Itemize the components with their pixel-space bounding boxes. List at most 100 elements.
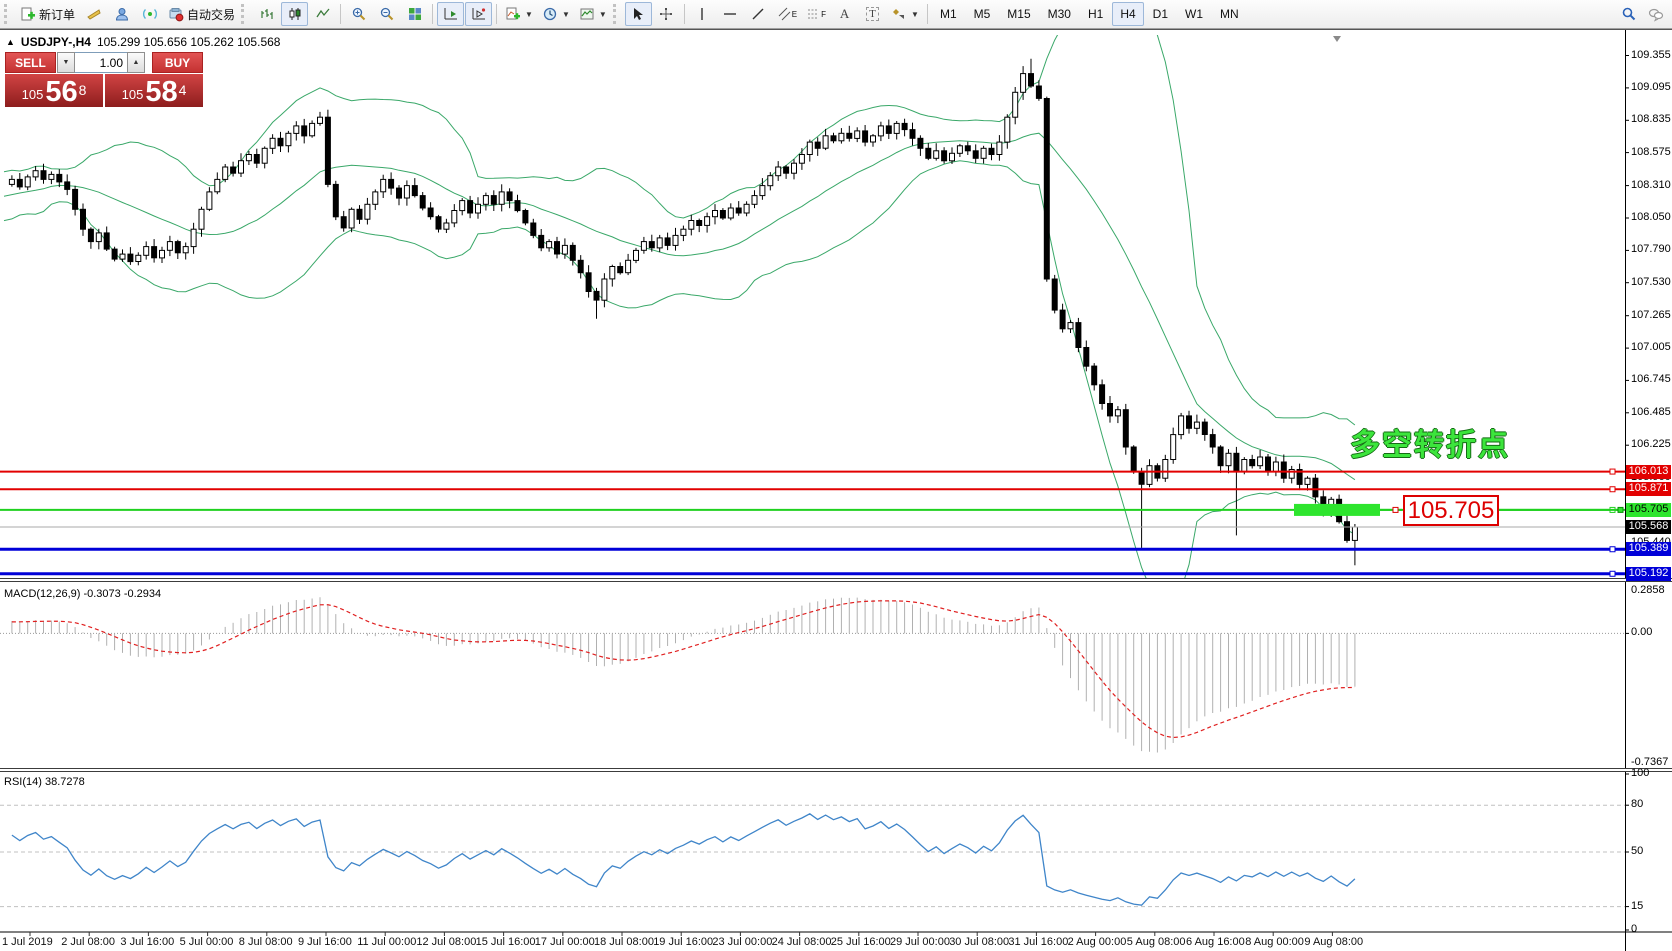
macd-scale-min: -0.7367 — [1631, 756, 1669, 768]
date-axis-label: 31 Jul 16:00 — [1008, 936, 1069, 948]
timeframe-m15-button[interactable]: M15 — [999, 2, 1038, 26]
editor-button[interactable] — [80, 2, 107, 26]
macd-scale-zero: 0.00 — [1631, 626, 1653, 639]
new-order-button[interactable]: 新订单 — [16, 2, 79, 26]
indicators-button[interactable]: ▼ — [501, 2, 537, 26]
text-button[interactable]: A — [831, 2, 858, 26]
zoom-in-button[interactable] — [345, 2, 372, 26]
horizontal-line-icon — [724, 13, 737, 15]
horizontal-line-button[interactable] — [717, 2, 744, 26]
zoom-in-icon — [352, 7, 365, 21]
sell-price-button[interactable]: 105 56 8 — [5, 74, 103, 107]
volume-increase-button[interactable]: ▲ — [127, 52, 145, 73]
price-tick-label: 106.485 — [1631, 405, 1671, 418]
timeframe-m30-button[interactable]: M30 — [1040, 2, 1079, 26]
chart-line-button[interactable] — [309, 2, 336, 26]
price-tick-label: 109.355 — [1631, 48, 1671, 61]
new-order-icon — [21, 7, 35, 21]
date-axis-label: 15 Jul 16:00 — [475, 936, 536, 948]
price-badge: 105.871 — [1626, 482, 1671, 497]
price-tick-label: 107.530 — [1631, 275, 1671, 288]
text-label-icon: T — [866, 7, 879, 21]
shapes-button[interactable]: ▼ — [887, 2, 923, 26]
sell-button[interactable]: SELL — [5, 52, 56, 73]
price-tick-label: 108.575 — [1631, 145, 1671, 158]
rsi-scale-label: 80 — [1631, 798, 1644, 811]
date-axis-label: 11 Jul 00:00 — [357, 936, 417, 948]
chart-shift-marker — [1333, 36, 1341, 42]
date-axis-label: 5 Aug 08:00 — [1126, 936, 1186, 948]
chart-shift-icon — [472, 8, 485, 20]
toolbar-grip[interactable] — [4, 4, 12, 24]
timeframe-m1-button[interactable]: M1 — [932, 2, 965, 26]
chart-shift-button[interactable] — [465, 2, 493, 26]
trendline-button[interactable] — [745, 2, 772, 26]
dropdown-caret-icon: ▼ — [598, 9, 607, 19]
autotrading-button[interactable]: 自动交易 — [164, 2, 239, 26]
sell-price-pips: 56 — [45, 76, 78, 108]
timeframe-m5-button[interactable]: M5 — [966, 2, 999, 26]
templates-icon — [580, 8, 594, 20]
rsi-indicator-label: RSI(14) 38.7278 — [4, 776, 85, 788]
autotrading-icon — [169, 8, 184, 22]
tile-windows-button[interactable] — [401, 2, 428, 26]
price-tick-label: 107.265 — [1631, 308, 1671, 321]
crosshair-button[interactable] — [653, 2, 680, 26]
rsi-scale-label: 0 — [1631, 923, 1638, 935]
signals-button[interactable] — [136, 2, 163, 26]
buy-button[interactable]: BUY — [152, 52, 203, 73]
date-axis-label: 2 Jul 08:00 — [61, 936, 116, 948]
text-label-button[interactable]: T — [859, 2, 886, 26]
turning-point-annotation[interactable]: 多空转折点 — [1350, 428, 1510, 462]
macd-panel-divider[interactable] — [0, 578, 1672, 582]
timeframe-h1-button[interactable]: H1 — [1080, 2, 1111, 26]
zoom-out-button[interactable] — [373, 2, 400, 26]
price-level-label[interactable]: 105.705 — [1403, 494, 1499, 526]
volume-decrease-button[interactable]: ▼ — [57, 52, 75, 73]
toolbar-grip[interactable] — [241, 4, 249, 24]
volume-input[interactable] — [75, 52, 127, 73]
price-badge: 105.568 — [1626, 519, 1671, 534]
price-badge: 105.389 — [1626, 542, 1671, 557]
date-axis-label: 9 Aug 08:00 — [1304, 936, 1364, 948]
timeframe-h4-button[interactable]: H4 — [1112, 2, 1144, 26]
auto-scroll-icon — [444, 8, 457, 20]
horizontal-lines — [0, 468, 1625, 577]
toolbar-grip[interactable] — [612, 4, 621, 24]
templates-button[interactable]: ▼ — [575, 2, 611, 26]
timeframe-w1-button[interactable]: W1 — [1177, 2, 1211, 26]
date-axis-label: 24 Jul 08:00 — [771, 936, 832, 948]
cursor-icon — [634, 8, 644, 20]
line-chart-icon — [315, 8, 330, 18]
rsi-line — [11, 813, 1356, 906]
price-tick-label: 107.005 — [1631, 341, 1671, 354]
auto-scroll-button[interactable] — [437, 2, 465, 26]
vertical-line-button[interactable] — [689, 2, 716, 26]
toolbar-separator — [340, 4, 342, 24]
fibonacci-button[interactable]: F — [802, 2, 830, 26]
collapse-one-click-icon[interactable]: ▲ — [6, 37, 15, 47]
rsi-panel-divider[interactable] — [0, 768, 1672, 772]
price-tick-label: 109.095 — [1631, 80, 1671, 93]
date-axis-label: 12 Jul 08:00 — [416, 936, 477, 948]
search-button[interactable] — [1615, 2, 1642, 26]
chat-button[interactable] — [1642, 2, 1669, 26]
periods-button[interactable]: ▼ — [538, 2, 574, 26]
buy-price-button[interactable]: 105 58 4 — [105, 74, 203, 107]
chart-bars-button[interactable] — [253, 2, 280, 26]
timeframe-mn-button[interactable]: MN — [1212, 2, 1247, 26]
channel-button[interactable]: E — [773, 2, 801, 26]
profiles-button[interactable] — [108, 2, 135, 26]
toolbar-separator — [496, 4, 498, 24]
new-order-label: 新订单 — [39, 7, 76, 22]
rsi-scale-label: 15 — [1631, 899, 1644, 912]
price-chart-canvas[interactable] — [0, 30, 1672, 951]
dropdown-caret-icon: ▼ — [525, 9, 533, 19]
price-badge: 106.013 — [1626, 464, 1671, 479]
date-axis-label: 30 Jul 08:00 — [949, 936, 1010, 948]
timeframe-d1-button[interactable]: D1 — [1145, 2, 1176, 26]
cursor-button[interactable] — [624, 2, 652, 26]
candles-chart-icon — [289, 8, 301, 20]
macd-scale-max: 0.2858 — [1631, 584, 1665, 596]
chart-candles-button[interactable] — [281, 2, 309, 26]
